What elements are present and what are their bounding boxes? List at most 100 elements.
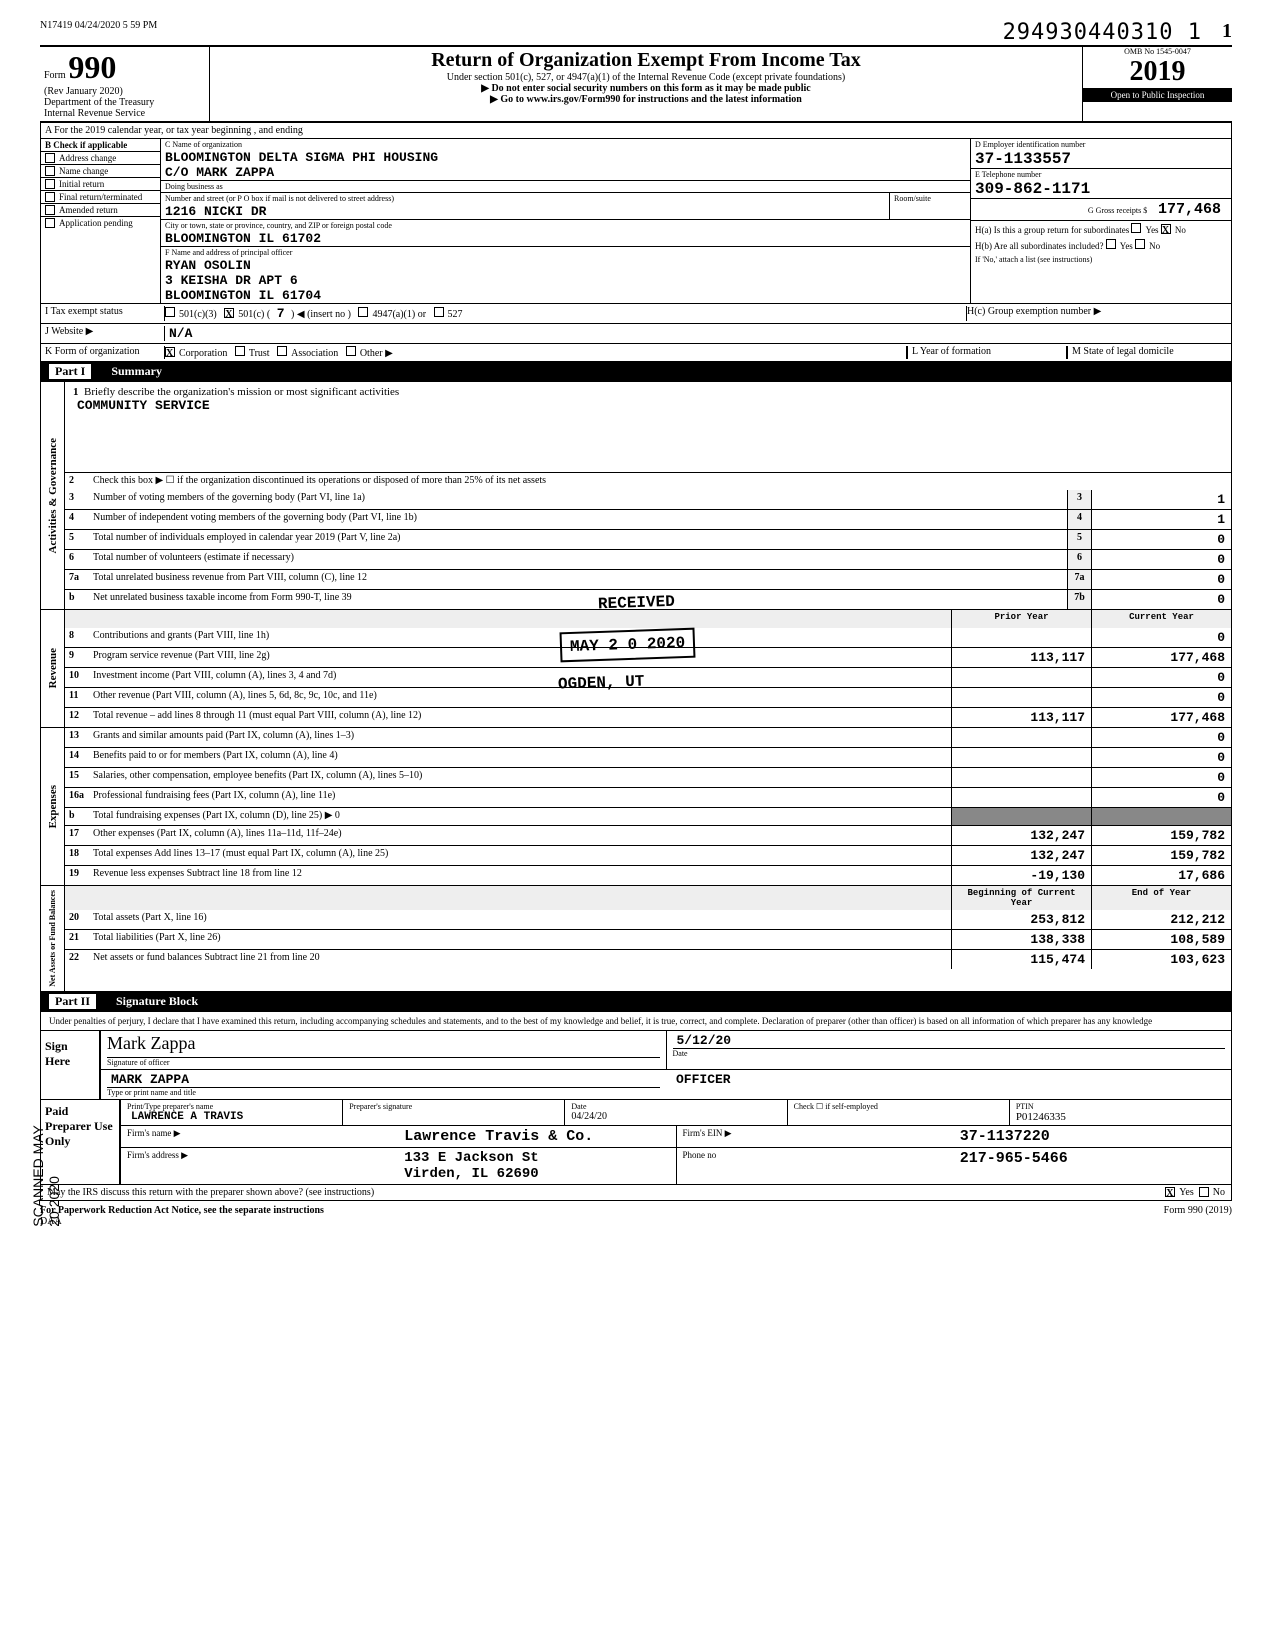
current-year-value: 103,623 <box>1091 950 1231 969</box>
checkbox-icon[interactable] <box>1131 223 1141 233</box>
summary-line: 7aTotal unrelated business revenue from … <box>65 569 1231 589</box>
part2-header: Part II Signature Block <box>40 992 1232 1012</box>
column-b-checkboxes: B Check if applicable Address change Nam… <box>41 139 161 303</box>
line-number: 13 <box>65 728 89 747</box>
city-state-zip: BLOOMINGTON IL 61702 <box>161 231 970 246</box>
summary-line: 15Salaries, other compensation, employee… <box>65 767 1231 787</box>
firm-addr1: 133 E Jackson St <box>404 1150 669 1166</box>
officer-label: F Name and address of principal officer <box>161 247 970 258</box>
header-section-bcd: B Check if applicable Address change Nam… <box>40 139 1232 304</box>
form-title-block: Return of Organization Exempt From Incom… <box>210 47 1082 121</box>
line-number: 21 <box>65 930 89 949</box>
check-amended-return[interactable]: Amended return <box>41 203 160 216</box>
checkbox-icon[interactable] <box>1165 1187 1175 1197</box>
form-subtitle: Under section 501(c), 527, or 4947(a)(1)… <box>218 72 1074 83</box>
line-value: 0 <box>1091 550 1231 569</box>
line-text: Other expenses (Part IX, column (A), lin… <box>89 826 951 845</box>
checkbox-icon <box>45 153 55 163</box>
check-name-change[interactable]: Name change <box>41 164 160 177</box>
revenue-vlabel: Revenue <box>45 644 61 692</box>
prep-date: 04/24/20 <box>571 1111 780 1122</box>
prior-year-value: -19,130 <box>951 866 1091 885</box>
ptin-label: PTIN <box>1016 1102 1225 1111</box>
line-text: Number of independent voting members of … <box>89 510 1067 529</box>
row-a-tax-year: A For the 2019 calendar year, or tax yea… <box>40 123 1232 139</box>
form-title: Return of Organization Exempt From Incom… <box>218 49 1074 72</box>
prior-year-value <box>951 788 1091 807</box>
summary-line: bNet unrelated business taxable income f… <box>65 589 1231 609</box>
check-application-pending[interactable]: Application pending <box>41 216 160 229</box>
line-text: Professional fundraising fees (Part IX, … <box>89 788 951 807</box>
prior-year-value: 113,117 <box>951 648 1091 667</box>
line-number: 3 <box>65 490 89 509</box>
checkbox-icon[interactable] <box>277 346 287 356</box>
date-label: Date <box>673 1048 1226 1058</box>
form-990-page: N17419 04/24/2020 5 59 PM 294930440310 1… <box>40 20 1232 1227</box>
net-assets-section: Net Assets or Fund Balances Beginning of… <box>40 886 1232 992</box>
omb-number: OMB No 1545-0047 <box>1083 47 1232 56</box>
sig-date: 5/12/20 <box>673 1033 1226 1048</box>
checkbox-icon[interactable] <box>1161 224 1171 234</box>
gross-receipts-value: 177,468 <box>1154 201 1225 218</box>
checkbox-icon[interactable] <box>1106 239 1116 249</box>
check-final-return[interactable]: Final return/terminated <box>41 190 160 203</box>
line-text: Net assets or fund balances Subtract lin… <box>89 950 951 969</box>
line-number: b <box>65 590 89 609</box>
current-year-value: 159,782 <box>1091 826 1231 845</box>
hb-label: H(b) Are all subordinates included? <box>975 241 1103 251</box>
org-name: BLOOMINGTON DELTA SIGMA PHI HOUSING <box>161 150 970 165</box>
line-text: Net unrelated business taxable income fr… <box>89 590 1067 609</box>
part1-header: Part I Summary <box>40 362 1232 382</box>
check-initial-return[interactable]: Initial return <box>41 177 160 190</box>
prior-year-value <box>951 728 1091 747</box>
current-year-value <box>1091 808 1231 825</box>
expenses-vlabel: Expenses <box>45 781 61 832</box>
room-label: Room/suite <box>890 193 970 204</box>
prep-sig-label: Preparer's signature <box>349 1102 558 1111</box>
checkbox-icon[interactable] <box>434 307 444 317</box>
line-text: Benefits paid to or for members (Part IX… <box>89 748 951 767</box>
summary-line: 14Benefits paid to or for members (Part … <box>65 747 1231 767</box>
column-d-ein-block: D Employer identification number 37-1133… <box>971 139 1231 303</box>
line-value: 1 <box>1091 490 1231 509</box>
perjury-statement: Under penalties of perjury, I declare th… <box>41 1012 1231 1030</box>
website-label: J Website ▶ <box>45 326 165 341</box>
line-box: 3 <box>1067 490 1091 509</box>
prior-year-value: 253,812 <box>951 910 1091 929</box>
form-revision: (Rev January 2020) <box>44 86 205 97</box>
line-text: Total fundraising expenses (Part IX, col… <box>89 808 951 825</box>
officer-title: OFFICER <box>672 1072 1225 1087</box>
summary-line: 22Net assets or fund balances Subtract l… <box>65 949 1231 969</box>
officer-city: BLOOMINGTON IL 61704 <box>161 288 970 303</box>
current-year-value: 0 <box>1091 768 1231 787</box>
summary-line: 18Total expenses Add lines 13–17 (must e… <box>65 845 1231 865</box>
summary-line: bTotal fundraising expenses (Part IX, co… <box>65 807 1231 825</box>
checkbox-icon[interactable] <box>224 308 234 318</box>
row-i-tax-exempt: I Tax exempt status 501(c)(3) 501(c) ( 7… <box>40 304 1232 324</box>
checkbox-icon[interactable] <box>358 307 368 317</box>
line-box: 6 <box>1067 550 1091 569</box>
checkbox-icon[interactable] <box>1199 1187 1209 1197</box>
form-label: Form <box>44 70 66 81</box>
open-inspection: Open to Public Inspection <box>1083 88 1232 102</box>
ha-label: H(a) Is this a group return for subordin… <box>975 225 1129 235</box>
hc-label: H(c) Group exemption number ▶ <box>967 306 1227 321</box>
line-number: 10 <box>65 668 89 687</box>
check-address-change[interactable]: Address change <box>41 151 160 164</box>
checkbox-icon[interactable] <box>1135 239 1145 249</box>
section-b-header: B Check if applicable <box>41 139 160 151</box>
checkbox-icon[interactable] <box>235 346 245 356</box>
line-text: Total expenses Add lines 13–17 (must equ… <box>89 846 951 865</box>
current-year-value: 108,589 <box>1091 930 1231 949</box>
mission-text: COMMUNITY SERVICE <box>73 398 1223 413</box>
checkbox-icon[interactable] <box>165 347 175 357</box>
line-text: Contributions and grants (Part VIII, lin… <box>89 628 951 647</box>
line-text: Total assets (Part X, line 16) <box>89 910 951 929</box>
summary-line: 16aProfessional fundraising fees (Part I… <box>65 787 1231 807</box>
prep-name: LAWRENCE A TRAVIS <box>127 1111 336 1123</box>
street-label: Number and street (or P O box if mail is… <box>161 193 889 204</box>
signature-block: Under penalties of perjury, I declare th… <box>40 1012 1232 1201</box>
checkbox-icon[interactable] <box>165 307 175 317</box>
revenue-section: Revenue Prior Year Current Year 8Contrib… <box>40 610 1232 728</box>
checkbox-icon[interactable] <box>346 346 356 356</box>
